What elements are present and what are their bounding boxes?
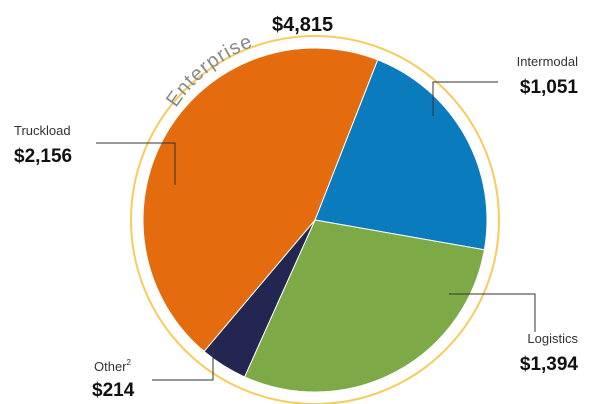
slice-name-intermodal: Intermodal bbox=[517, 54, 579, 69]
leader-line-logistics bbox=[449, 293, 536, 332]
slice-name-other: Other2 bbox=[94, 358, 132, 374]
enterprise-ring bbox=[130, 35, 500, 404]
slice-name-logistics: Logistics bbox=[527, 331, 578, 346]
slice-name-truckload: Truckload bbox=[14, 123, 71, 138]
pie-slice-intermodal bbox=[314, 59, 488, 251]
leader-line-truckload bbox=[96, 142, 176, 185]
total-value-label: $4,815 bbox=[272, 14, 333, 36]
slice-value-logistics: $1,394 bbox=[520, 354, 579, 375]
pie-slice-logistics bbox=[243, 219, 485, 393]
slice-value-other: $214 bbox=[92, 380, 135, 401]
slice-value-truckload: $2,156 bbox=[14, 146, 72, 167]
footnote-marker: 2 bbox=[127, 358, 132, 367]
leader-line-other bbox=[152, 346, 214, 381]
pie-slice-truckload bbox=[142, 47, 379, 353]
leader-line-intermodal bbox=[432, 81, 498, 116]
slice-value-intermodal: $1,051 bbox=[520, 77, 579, 98]
